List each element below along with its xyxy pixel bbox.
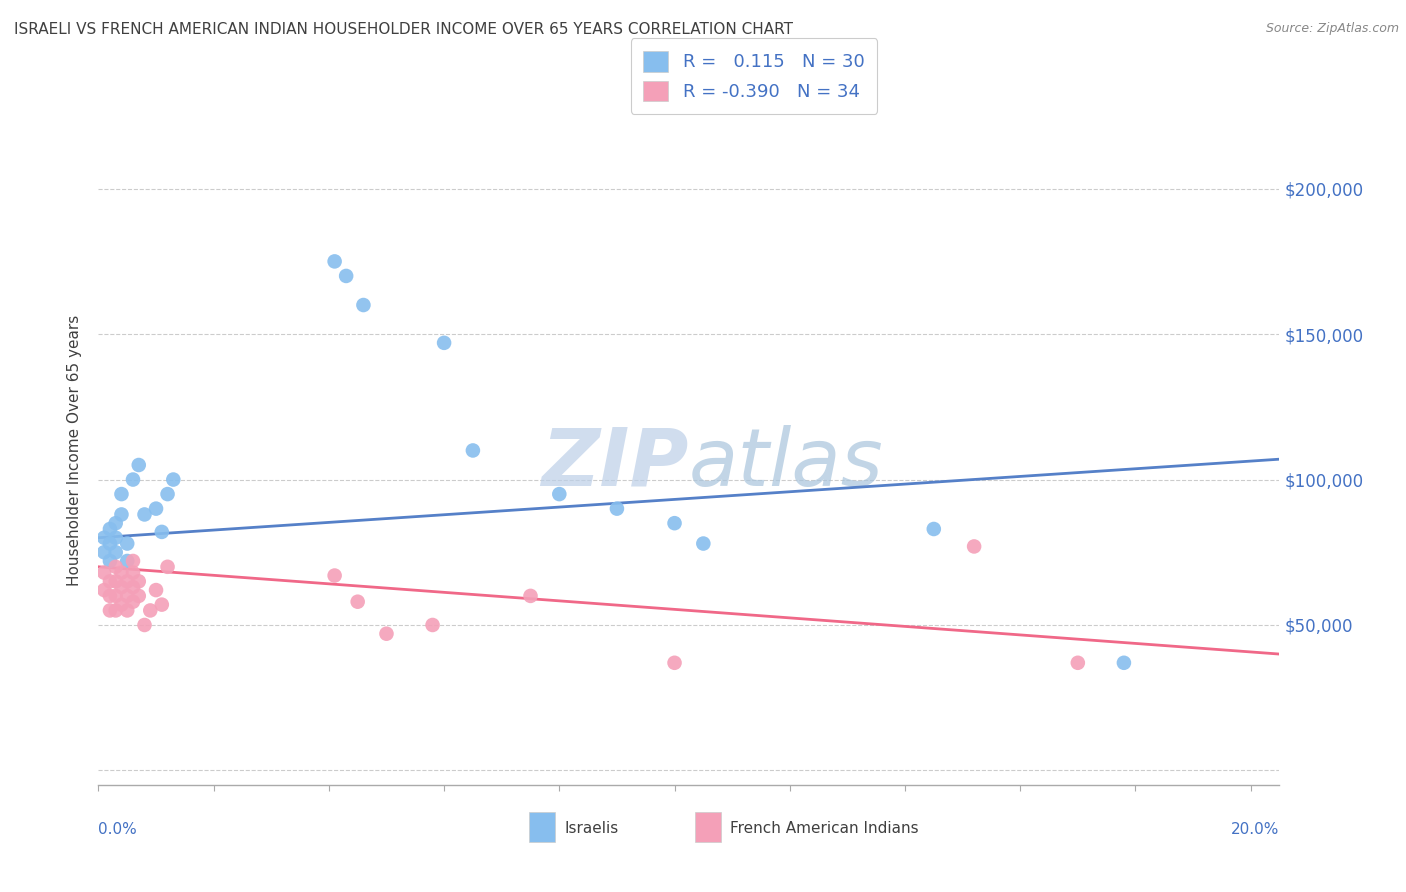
Point — [922, 522, 945, 536]
Point — [162, 473, 184, 487]
Point — [98, 574, 121, 589]
Point — [104, 531, 127, 545]
Point — [352, 298, 374, 312]
Point — [323, 568, 346, 582]
Point — [548, 487, 571, 501]
Point — [110, 580, 132, 594]
Point — [115, 536, 138, 550]
Point — [104, 589, 127, 603]
Point — [134, 618, 156, 632]
Point — [110, 508, 132, 522]
Point — [122, 595, 145, 609]
Point — [156, 559, 179, 574]
Text: French American Indians: French American Indians — [730, 821, 920, 836]
Point — [93, 545, 115, 559]
Text: 20.0%: 20.0% — [1232, 822, 1279, 837]
Point — [122, 580, 145, 594]
Point — [98, 589, 121, 603]
Point — [115, 603, 138, 617]
Point — [664, 656, 686, 670]
Point — [156, 487, 179, 501]
Point — [98, 554, 121, 568]
Point — [1112, 656, 1135, 670]
Text: Israelis: Israelis — [565, 821, 619, 836]
Y-axis label: Householder Income Over 65 years: Householder Income Over 65 years — [67, 315, 83, 586]
Point — [122, 473, 145, 487]
Point — [93, 531, 115, 545]
Point — [98, 522, 121, 536]
FancyBboxPatch shape — [695, 812, 721, 842]
Text: Source: ZipAtlas.com: Source: ZipAtlas.com — [1265, 22, 1399, 36]
Point — [346, 595, 368, 609]
Point — [375, 626, 398, 640]
Point — [128, 574, 150, 589]
Point — [128, 589, 150, 603]
Point — [122, 566, 145, 580]
Text: ZIP: ZIP — [541, 425, 689, 503]
Text: 0.0%: 0.0% — [98, 822, 138, 837]
Point — [110, 598, 132, 612]
Point — [145, 501, 167, 516]
Point — [692, 536, 714, 550]
Point — [422, 618, 444, 632]
Point — [145, 583, 167, 598]
Point — [150, 598, 173, 612]
Point — [664, 516, 686, 531]
Point — [963, 540, 986, 554]
Point — [110, 566, 132, 580]
Point — [335, 268, 357, 283]
Point — [98, 536, 121, 550]
Point — [104, 516, 127, 531]
Point — [93, 583, 115, 598]
Point — [110, 487, 132, 501]
Point — [115, 574, 138, 589]
Point — [433, 335, 456, 350]
Point — [98, 603, 121, 617]
Point — [115, 554, 138, 568]
Point — [134, 508, 156, 522]
Point — [1067, 656, 1090, 670]
Point — [104, 574, 127, 589]
Point — [104, 545, 127, 559]
Point — [150, 524, 173, 539]
Point — [128, 458, 150, 472]
Point — [104, 559, 127, 574]
Point — [519, 589, 541, 603]
Text: ISRAELI VS FRENCH AMERICAN INDIAN HOUSEHOLDER INCOME OVER 65 YEARS CORRELATION C: ISRAELI VS FRENCH AMERICAN INDIAN HOUSEH… — [14, 22, 793, 37]
Text: atlas: atlas — [689, 425, 884, 503]
Point — [323, 254, 346, 268]
Point — [122, 554, 145, 568]
Point — [606, 501, 628, 516]
Point — [93, 566, 115, 580]
Legend: R =   0.115   N = 30, R = -0.390   N = 34: R = 0.115 N = 30, R = -0.390 N = 34 — [630, 38, 877, 114]
Point — [104, 603, 127, 617]
Point — [461, 443, 484, 458]
FancyBboxPatch shape — [530, 812, 555, 842]
Point — [115, 589, 138, 603]
Point — [139, 603, 162, 617]
